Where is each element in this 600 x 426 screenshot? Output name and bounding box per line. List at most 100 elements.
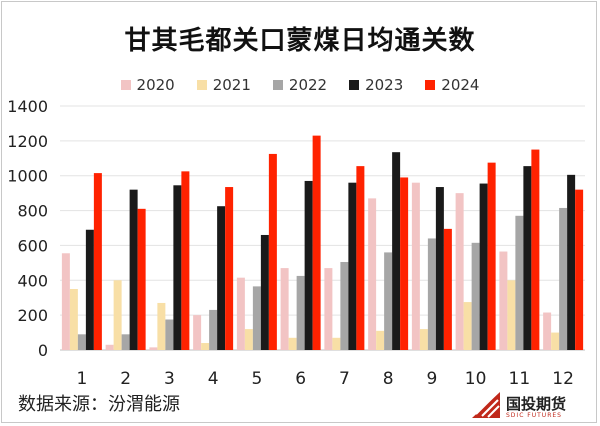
y-tick-label: 0 — [38, 341, 48, 360]
x-tick-label: 6 — [295, 369, 306, 389]
bar-2021 — [332, 337, 341, 350]
chart-title: 甘其毛都关口蒙煤日均通关数 — [124, 26, 476, 56]
sdic-logo-mark-icon — [472, 392, 500, 418]
bar-2021 — [201, 343, 210, 350]
legend-label: 2023 — [365, 76, 404, 94]
bar-2020 — [324, 268, 333, 350]
bar-2021 — [376, 330, 385, 350]
bar-2023 — [523, 166, 532, 350]
bar-2020 — [193, 315, 202, 350]
bar-2022 — [209, 309, 218, 350]
legend-label: 2024 — [441, 76, 480, 94]
legend-swatch — [425, 80, 436, 90]
bar-2024 — [137, 208, 146, 350]
x-tick-label: 9 — [426, 369, 437, 389]
bar-2023 — [392, 152, 401, 350]
x-tick-label: 8 — [383, 369, 394, 389]
legend-item: 2022 — [272, 76, 327, 94]
y-tick-label: 800 — [17, 202, 48, 221]
bar-2024 — [356, 166, 365, 350]
bar-2020 — [368, 198, 377, 350]
bar-2020 — [411, 182, 420, 350]
legend-item: 2024 — [425, 76, 479, 94]
bar-2020 — [499, 251, 508, 350]
x-tick-label: 3 — [164, 369, 175, 389]
bar-2020 — [455, 193, 464, 350]
bar-2021 — [157, 302, 166, 350]
bar-2022 — [165, 319, 174, 350]
bar-2021 — [244, 329, 253, 350]
y-tick-label: 1200 — [7, 132, 48, 151]
bar-2023 — [304, 180, 313, 350]
bar-2024 — [181, 171, 190, 350]
legend-label: 2021 — [212, 76, 251, 94]
y-tick-label: 1400 — [7, 97, 48, 116]
bar-2022 — [296, 275, 305, 350]
bar-2021 — [507, 280, 516, 350]
bar-2023 — [567, 174, 576, 350]
legend: 2020 2021 2022 2023 2024 — [0, 76, 600, 94]
y-tick-label: 1000 — [7, 167, 48, 186]
legend-swatch — [120, 80, 131, 90]
bar-2021 — [463, 302, 472, 350]
legend-label: 2020 — [136, 76, 175, 94]
bar-2024 — [312, 135, 321, 350]
bar-2024 — [487, 162, 496, 350]
bar-2023 — [435, 187, 444, 350]
legend-item: 2023 — [349, 76, 403, 94]
bar-2022 — [471, 242, 480, 350]
x-tick-label: 10 — [465, 369, 487, 389]
x-tick-label: 12 — [552, 369, 574, 389]
bar-2021 — [113, 280, 122, 350]
bar-2020 — [280, 268, 289, 350]
legend-swatch — [349, 80, 360, 90]
bar-2023 — [217, 206, 226, 350]
bar-2022 — [384, 252, 393, 350]
bar-2020 — [543, 312, 552, 350]
bar-2023 — [85, 229, 94, 350]
bar-2024 — [93, 173, 102, 350]
bar-2022 — [77, 334, 86, 350]
bar-2024 — [268, 153, 277, 350]
bar-2020 — [236, 277, 245, 350]
bar-2020 — [61, 253, 70, 350]
bar-2022 — [427, 238, 436, 350]
y-tick-label: 200 — [17, 306, 48, 325]
legend-swatch — [272, 80, 283, 90]
bar-2024 — [400, 177, 409, 350]
bar-2022 — [559, 207, 568, 350]
x-tick-label: 5 — [251, 369, 262, 389]
bar-2021 — [288, 337, 297, 350]
bar-2022 — [340, 261, 349, 350]
legend-item: 2020 — [120, 76, 175, 94]
legend-swatch — [196, 80, 207, 90]
bar-2020 — [105, 344, 114, 350]
brand-name: 国投期货 — [506, 395, 567, 413]
bar-2023 — [479, 183, 488, 350]
bar-2020 — [149, 347, 158, 350]
bar-2022 — [515, 215, 524, 350]
source-note: 数据来源：汾渭能源 — [18, 394, 180, 415]
bar-2023 — [260, 234, 269, 350]
bar-2023 — [348, 182, 357, 350]
brand-subtitle: SDIC FUTURES — [506, 412, 562, 419]
x-tick-label: 1 — [76, 369, 87, 389]
legend-item: 2021 — [196, 76, 251, 94]
bar-2023 — [173, 185, 182, 350]
x-tick-label: 4 — [208, 369, 219, 389]
bar-2021 — [551, 332, 560, 350]
y-tick-label: 600 — [17, 236, 48, 255]
bar-2021 — [69, 289, 78, 350]
bar-2021 — [419, 329, 428, 350]
bar-2024 — [225, 187, 234, 350]
bar-2022 — [121, 334, 130, 350]
bar-2023 — [129, 189, 138, 350]
bar-2024 — [531, 149, 540, 350]
x-tick-label: 7 — [339, 369, 350, 389]
x-tick-label: 11 — [509, 369, 531, 389]
bar-2024 — [443, 228, 452, 350]
bar-2024 — [575, 189, 584, 350]
